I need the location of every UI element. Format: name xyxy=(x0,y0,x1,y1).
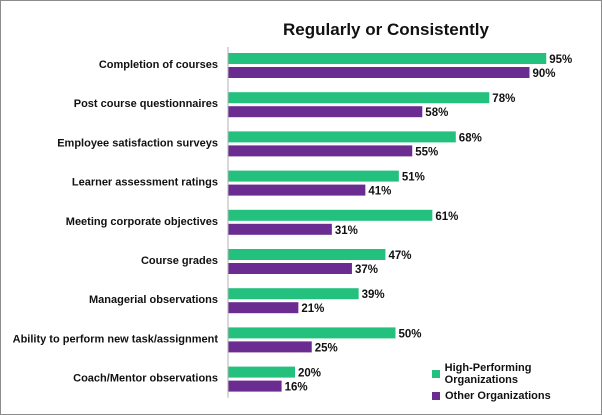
category-label-learner-assessment-ratings: Learner assessment ratings xyxy=(72,177,218,189)
category-label-completion-of-courses: Completion of courses xyxy=(99,59,218,71)
bar-high-performing-meeting-corporate-objectives xyxy=(228,209,433,221)
data-label-other-ability-to-perform-new-task-assignment: 25% xyxy=(315,342,338,354)
data-label-other-managerial-observations: 21% xyxy=(301,303,324,315)
bar-other-managerial-observations xyxy=(228,302,299,314)
chart-title: Regularly or Consistently xyxy=(283,20,489,39)
data-label-high-performing-course-grades: 47% xyxy=(388,250,411,262)
bar-high-performing-employee-satisfaction-surveys xyxy=(228,131,456,143)
bar-high-performing-managerial-observations xyxy=(228,288,359,300)
bar-other-meeting-corporate-objectives xyxy=(228,223,332,235)
data-label-high-performing-learner-assessment-ratings: 51% xyxy=(402,172,425,184)
bar-other-ability-to-perform-new-task-assignment xyxy=(228,341,312,353)
bar-other-course-grades xyxy=(228,263,352,274)
legend-swatch-high-performing xyxy=(432,370,440,378)
data-label-high-performing-meeting-corporate-objectives: 61% xyxy=(435,211,458,223)
bar-other-employee-satisfaction-surveys xyxy=(228,145,413,157)
data-label-other-employee-satisfaction-surveys: 55% xyxy=(415,146,438,158)
category-label-meeting-corporate-objectives: Meeting corporate objectives xyxy=(66,216,218,228)
data-label-high-performing-managerial-observations: 39% xyxy=(362,289,385,301)
data-label-high-performing-ability-to-perform-new-task-assignment: 50% xyxy=(399,328,422,340)
bar-other-completion-of-courses xyxy=(228,67,530,78)
bar-high-performing-completion-of-courses xyxy=(228,53,547,64)
category-label-course-grades: Course grades xyxy=(141,255,218,267)
category-label-coach-mentor-observations: Coach/Mentor observations xyxy=(73,373,218,385)
data-label-other-post-course-questionnaires: 58% xyxy=(425,107,448,119)
bar-high-performing-ability-to-perform-new-task-assignment xyxy=(228,327,396,339)
bar-other-learner-assessment-ratings xyxy=(228,184,366,196)
bar-high-performing-post-course-questionnaires xyxy=(228,92,490,104)
legend: High-Performing Organizations Other Orga… xyxy=(432,362,601,407)
data-label-other-completion-of-courses: 90% xyxy=(533,68,556,80)
legend-item-other: Other Organizations xyxy=(432,385,601,407)
bar-high-performing-course-grades xyxy=(228,249,386,260)
bar-high-performing-coach-mentor-observations xyxy=(228,366,295,378)
legend-swatch-other xyxy=(432,392,440,400)
category-label-managerial-observations: Managerial observations xyxy=(89,294,218,306)
data-label-other-coach-mentor-observations: 16% xyxy=(285,382,308,394)
bar-other-coach-mentor-observations xyxy=(228,380,282,392)
data-label-high-performing-post-course-questionnaires: 78% xyxy=(492,93,515,105)
data-label-high-performing-coach-mentor-observations: 20% xyxy=(298,368,321,380)
category-label-post-course-questionnaires: Post course questionnaires xyxy=(74,98,218,110)
data-label-other-meeting-corporate-objectives: 31% xyxy=(335,225,358,237)
data-label-high-performing-employee-satisfaction-surveys: 68% xyxy=(459,132,482,144)
category-label-ability-to-perform-new-task-assignment: Ability to perform new task/assignment xyxy=(13,333,219,345)
legend-item-high-performing: High-Performing Organizations xyxy=(432,362,601,386)
data-label-high-performing-completion-of-courses: 95% xyxy=(549,54,572,66)
legend-label-high-performing: High-Performing Organizations xyxy=(444,362,532,386)
category-label-employee-satisfaction-surveys: Employee satisfaction surveys xyxy=(57,137,218,149)
data-label-other-course-grades: 37% xyxy=(355,264,378,276)
bar-other-post-course-questionnaires xyxy=(228,106,423,118)
data-label-other-learner-assessment-ratings: 41% xyxy=(368,186,391,198)
legend-label-other: Other Organizations xyxy=(445,390,551,402)
bar-high-performing-learner-assessment-ratings xyxy=(228,170,399,182)
